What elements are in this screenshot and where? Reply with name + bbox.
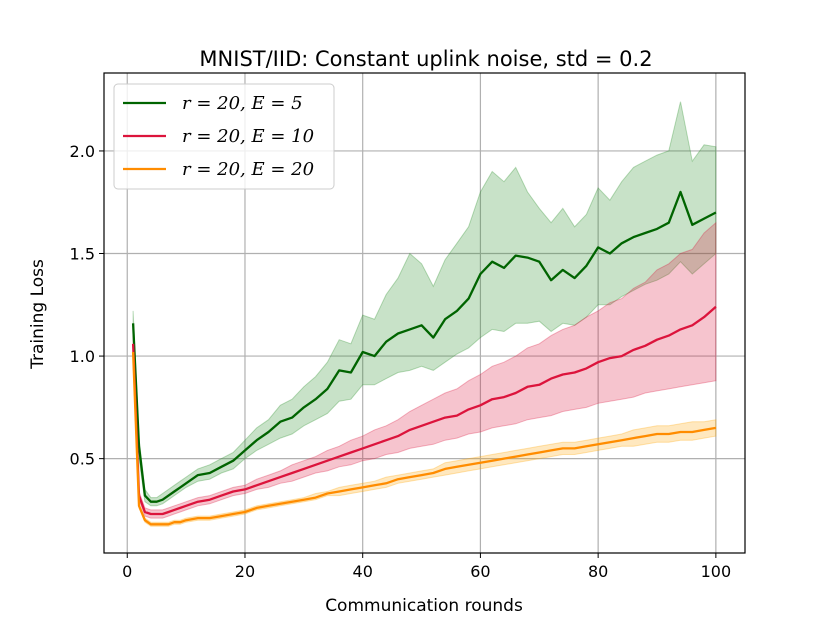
x-axis-ticks: 0 20 40 60 80 100 [122, 553, 731, 581]
legend-frame [113, 83, 335, 190]
y-tick-label-1: 1.0 [70, 347, 95, 366]
legend-label-2: r = 20, E = 20 [182, 159, 314, 180]
confidence-bands [132, 101, 717, 527]
x-tick-label-1: 20 [235, 562, 255, 581]
y-tick-label-0: 0.5 [70, 450, 95, 469]
chart-title: MNIST/IID: Constant uplink noise, std = … [199, 47, 652, 71]
axes [103, 72, 746, 554]
y-tick-label-3: 2.0 [70, 142, 95, 161]
x-tick-label-0: 0 [122, 562, 132, 581]
legend-label-0: r = 20, E = 5 [182, 93, 303, 114]
x-tick-label-2: 40 [353, 562, 373, 581]
line-series-0 [131, 190, 717, 503]
plot-frame [103, 72, 746, 554]
y-axis-label: Training Loss [28, 259, 48, 370]
x-tick-label-3: 60 [470, 562, 490, 581]
line-series-2 [131, 351, 717, 526]
x-tick-label-5: 100 [701, 562, 732, 581]
band-series-1 [132, 221, 717, 519]
y-axis-ticks: 0.5 1.0 1.5 2.0 [70, 142, 104, 469]
band-series-0 [132, 101, 717, 507]
y-tick-label-2: 1.5 [70, 245, 95, 264]
legend-label-1: r = 20, E = 10 [182, 126, 314, 147]
series-lines [131, 190, 717, 526]
legend-items: r = 20, E = 5 r = 20, E = 10 r = 20, E = 2… [123, 93, 314, 180]
x-tick-label-4: 80 [588, 562, 608, 581]
x-axis-label: Communication rounds [325, 596, 523, 616]
legend: r = 20, E = 5 r = 20, E = 10 r = 20, E = 2… [113, 83, 335, 190]
band-series-2 [132, 345, 717, 527]
line-series-1 [131, 305, 717, 516]
